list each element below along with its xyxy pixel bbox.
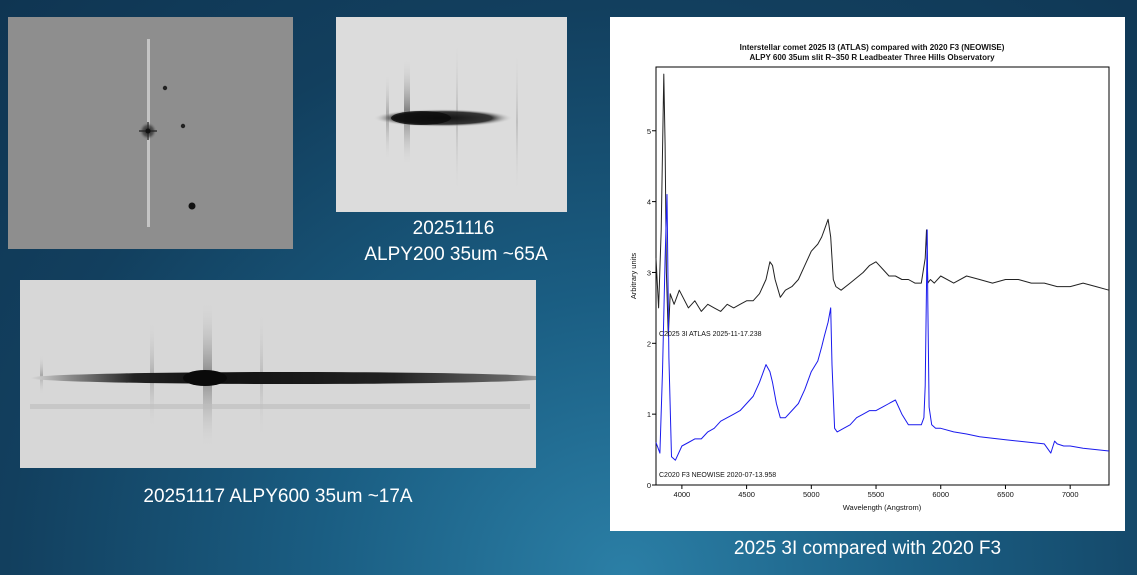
x-tick-label: 7000: [1062, 490, 1079, 499]
caption-chart: 2025 3I compared with 2020 F3: [733, 538, 1002, 559]
star-field-image: [8, 17, 293, 249]
annotation-f3: C2020 F3 NEOWISE 2020-07-13.958: [659, 472, 776, 479]
x-tick-label: 4500: [738, 490, 755, 499]
y-tick-label: 2: [647, 339, 651, 348]
spectrum-graphic-alpy600: [20, 280, 536, 468]
spectrum-image-alpy600: [20, 280, 536, 468]
x-axis-label: Wavelength (Angstrom): [843, 503, 922, 512]
y-axis-label: Arbitrary units: [629, 253, 638, 300]
y-tick-label: 0: [647, 481, 651, 490]
spectrum-image-alpy200: [336, 17, 567, 212]
y-tick-label: 5: [647, 127, 651, 136]
annotation-3i: C2025 3I ATLAS 2025-11-17.238: [659, 331, 762, 338]
chart-title: Interstellar comet 2025 I3 (ATLAS) compa…: [740, 43, 1005, 52]
series-line-f3-neowise: [655, 194, 1110, 461]
x-tick-label: 5000: [803, 490, 820, 499]
y-axis-ticks: 0 1 2 3 4 5: [647, 127, 656, 490]
series-line-3i-atlas: [655, 73, 1110, 337]
y-tick-label: 3: [647, 268, 651, 277]
y-tick-label: 4: [647, 198, 651, 207]
y-tick-label: 1: [647, 410, 651, 419]
caption-alpy200-date: 20251116: [412, 218, 495, 239]
chart-plot: Interstellar comet 2025 I3 (ATLAS) compa…: [629, 43, 1110, 512]
x-tick-label: 6500: [997, 490, 1014, 499]
caption-alpy600: 20251117 ALPY600 35um ~17A: [143, 486, 413, 507]
plot-frame: [655, 66, 1110, 486]
spectrum-graphic-alpy200: [336, 17, 567, 212]
chart-subtitle: ALPY 600 35um slit R~350 R Leadbeater Th…: [749, 53, 995, 62]
star-field-graphic: [8, 17, 293, 249]
caption-alpy200-setup: ALPY200 35um ~65A: [364, 244, 548, 265]
x-tick-label: 4000: [674, 490, 691, 499]
series-layer: [655, 73, 1110, 461]
x-tick-label: 5500: [868, 490, 885, 499]
x-tick-label: 6000: [932, 490, 949, 499]
spectrum-comparison-chart: Interstellar comet 2025 I3 (ATLAS) compa…: [610, 17, 1125, 531]
x-axis-ticks: 4000 4500 5000 5500 6000 6500 7000: [674, 485, 1079, 499]
